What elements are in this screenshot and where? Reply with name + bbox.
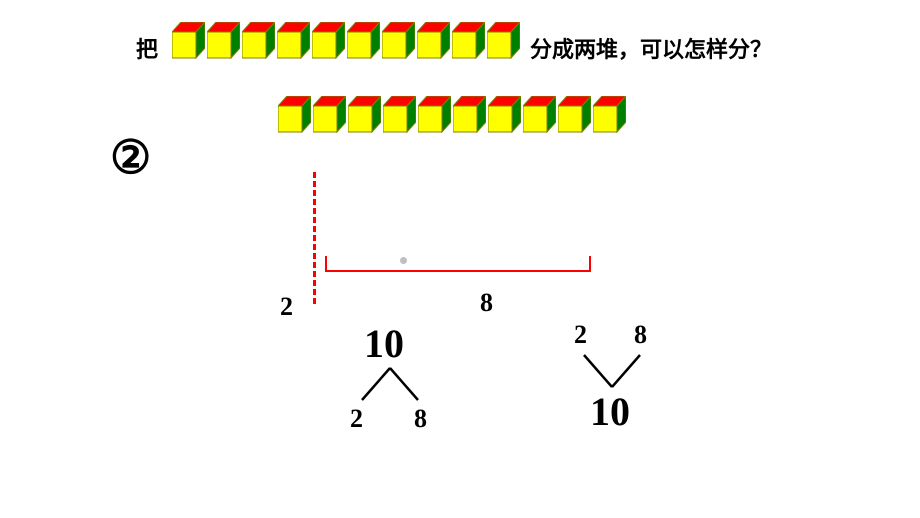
cube-icon bbox=[313, 96, 346, 133]
cube-icon bbox=[383, 96, 416, 133]
cube-icon bbox=[382, 22, 415, 59]
dashed-divider bbox=[313, 172, 316, 304]
cube-icon bbox=[348, 96, 381, 133]
right-bracket bbox=[325, 256, 591, 272]
cube-icon bbox=[278, 96, 311, 133]
split-left-label: 2 bbox=[280, 292, 293, 322]
bond-down-part2: 8 bbox=[414, 404, 427, 434]
split-right-label: 8 bbox=[480, 288, 493, 318]
cube-icon bbox=[417, 22, 450, 59]
cube-icon bbox=[453, 96, 486, 133]
cube-icon bbox=[523, 96, 556, 133]
cube-icon bbox=[558, 96, 591, 133]
bond-up-lines bbox=[572, 350, 652, 390]
cube-icon bbox=[172, 22, 205, 59]
bond-down-lines bbox=[350, 365, 430, 405]
bond-down-part1: 2 bbox=[350, 404, 363, 434]
cube-icon bbox=[312, 22, 345, 59]
bond-down-whole: 10 bbox=[364, 320, 404, 367]
cube-icon bbox=[487, 22, 520, 59]
cube-icon bbox=[488, 96, 521, 133]
cube-icon bbox=[277, 22, 310, 59]
cube-icon bbox=[207, 22, 240, 59]
step-marker: ② bbox=[110, 130, 151, 184]
cube-icon bbox=[347, 22, 380, 59]
bond-up-part2: 8 bbox=[634, 320, 647, 350]
bond-up-part1: 2 bbox=[574, 320, 587, 350]
cube-row-1 bbox=[172, 22, 520, 59]
question-prefix: 把 bbox=[136, 32, 158, 64]
cube-icon bbox=[418, 96, 451, 133]
bond-up-whole: 10 bbox=[590, 388, 630, 435]
question-suffix: 分成两堆，可以怎样分？ bbox=[530, 32, 772, 64]
cube-icon bbox=[593, 96, 626, 133]
cube-row-2 bbox=[278, 96, 626, 133]
cube-icon bbox=[242, 22, 275, 59]
cube-icon bbox=[452, 22, 485, 59]
